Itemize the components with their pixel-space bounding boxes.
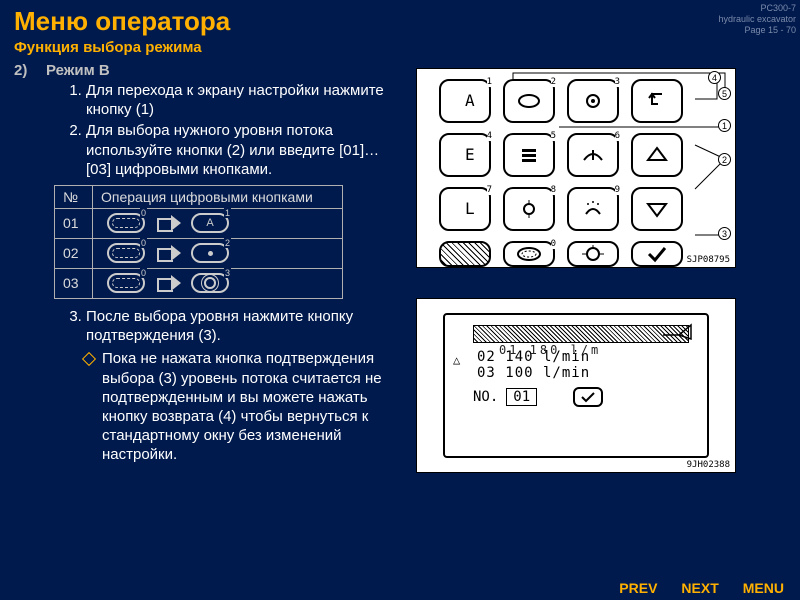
keypad-key: [631, 133, 683, 177]
keypad-diagram: 5 4 1 2 3 A123E456L7890 SJP08795: [416, 68, 736, 268]
meta-model: PC300-7: [718, 3, 796, 14]
steps-list-2: После выбора уровня нажмите кнопку подтв…: [16, 307, 410, 345]
key-icon: A1: [191, 213, 229, 233]
arrow-icon: [155, 215, 181, 231]
keypad-key: [439, 241, 491, 267]
page-title: Меню оператора: [0, 0, 800, 37]
keypad-key: [631, 79, 683, 123]
key-icon: 3: [191, 273, 229, 293]
callout-1: 1: [718, 119, 731, 132]
keyops-table: № Операция цифровыми кнопками 01 0 A1 02: [54, 185, 343, 299]
step-1: Для перехода к экрану настройки нажмите …: [86, 81, 410, 119]
svg-text:L: L: [465, 199, 475, 218]
page-subtitle: Функция выбора режима: [0, 37, 800, 60]
right-column: 5 4 1 2 3 A123E456L7890 SJP08795 △ 01 18…: [410, 62, 800, 576]
keypad-key: E4: [439, 133, 491, 177]
keypad-key: A1: [439, 79, 491, 123]
steps-list: Для перехода к экрану настройки нажмите …: [16, 81, 410, 179]
step-2: Для выбора нужного уровня потока использ…: [86, 121, 410, 179]
track-icon: 0: [107, 273, 145, 293]
meta-page: Page 15 - 70: [718, 25, 796, 36]
key-icon: 2: [191, 243, 229, 263]
arrow-icon: [155, 245, 181, 261]
keypad-key: [567, 241, 619, 267]
menu-button[interactable]: MENU: [743, 580, 784, 596]
table-row: 02 0 2: [55, 238, 343, 268]
screen-diagram: △ 01 180 l/m 02 140 l/min 03 100 l/min N…: [416, 298, 736, 473]
keypad-key: 5: [503, 133, 555, 177]
prev-button[interactable]: PREV: [619, 580, 657, 596]
keypad-key: L7: [439, 187, 491, 231]
cell-no: 03: [55, 268, 93, 298]
keypad-key: 8: [503, 187, 555, 231]
no-row: NO. 01: [455, 381, 697, 407]
arrow-icon: [155, 275, 181, 291]
col-no: №: [55, 185, 93, 208]
screen-line: 01 180 l/m: [477, 343, 601, 357]
keypad-grid: A1 23 E4 56 L7 890: [439, 79, 705, 267]
step-note: Пока не нажата кнопка подтверждения выбо…: [16, 345, 410, 464]
horn-icon: [661, 321, 695, 341]
table-row: 01 0 A1: [55, 208, 343, 238]
left-column: 2) Режим B Для перехода к экрану настрой…: [0, 62, 410, 576]
callout-2: 2: [718, 153, 731, 166]
diamond-bullet-icon: [82, 352, 96, 366]
keypad-key: 6: [567, 133, 619, 177]
triangle-icon: △: [453, 353, 460, 367]
note-text: Пока не нажата кнопка подтверждения выбо…: [102, 349, 410, 464]
cell-op: 0 3: [93, 268, 343, 298]
no-label: NO.: [473, 389, 498, 405]
cell-no: 02: [55, 238, 93, 268]
col-op: Операция цифровыми кнопками: [93, 185, 343, 208]
footer-nav: PREV NEXT MENU: [619, 580, 784, 596]
doc-meta: PC300-7 hydraulic excavator Page 15 - 70: [718, 3, 796, 35]
table-row: 03 0 3: [55, 268, 343, 298]
keypad-key: [631, 241, 683, 267]
content: 2) Режим B Для перехода к экрану настрой…: [0, 62, 800, 576]
keypad-key: [631, 187, 683, 231]
keypad-caption: SJP08795: [687, 255, 730, 265]
keypad-key: 3: [567, 79, 619, 123]
screen-line: 03 100 l/min: [455, 365, 697, 381]
track-icon: 0: [107, 213, 145, 233]
cell-op: 0 A1: [93, 208, 343, 238]
keypad-key: 0: [503, 241, 555, 267]
svg-text:E: E: [465, 145, 475, 164]
track-icon: 0: [107, 243, 145, 263]
keypad-key: 2: [503, 79, 555, 123]
cell-no: 01: [55, 208, 93, 238]
gear-icon: [204, 277, 216, 289]
no-value: 01: [506, 388, 537, 406]
keypad-key: 9: [567, 187, 619, 231]
mode-number: 2): [14, 62, 27, 79]
step-3: После выбора уровня нажмите кнопку подтв…: [86, 307, 410, 345]
next-button[interactable]: NEXT: [681, 580, 718, 596]
cell-op: 0 2: [93, 238, 343, 268]
selection-bar: [473, 325, 689, 343]
callout-3: 3: [718, 227, 731, 240]
screen-caption: 9JH02388: [687, 460, 730, 470]
mode-heading: 2) Режим B: [16, 62, 410, 79]
mode-name: Режим B: [46, 62, 110, 79]
svg-text:A: A: [465, 91, 475, 110]
meta-doc: hydraulic excavator: [718, 14, 796, 25]
callout-4: 4: [708, 71, 721, 84]
callout-5: 5: [718, 87, 731, 100]
confirm-key-icon: [573, 387, 603, 407]
